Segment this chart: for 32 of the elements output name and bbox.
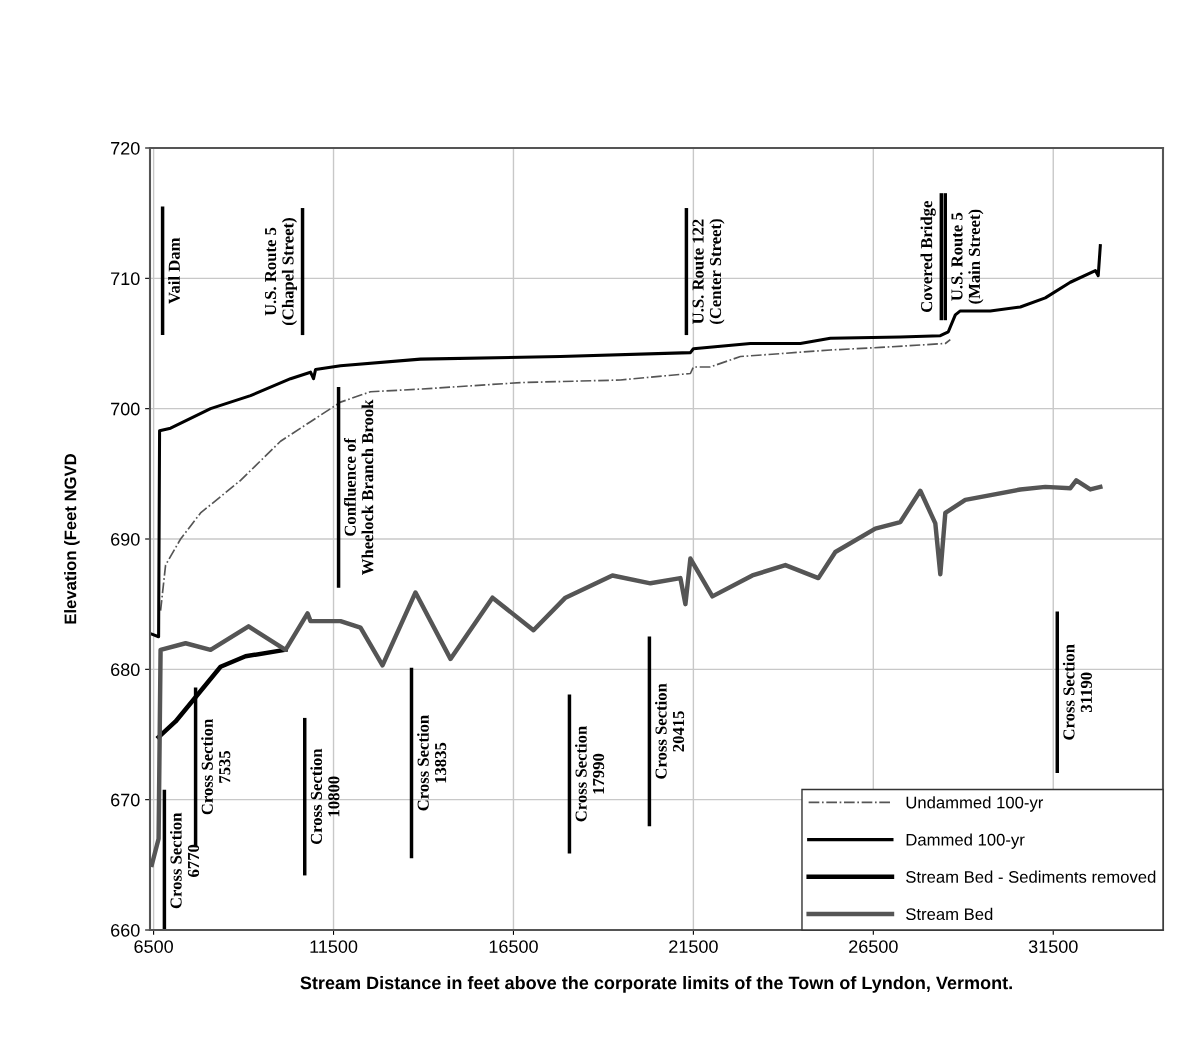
ref-line-label: Confluence of Wheelock Branch Brook bbox=[343, 399, 374, 575]
ref-line-label: Vail Dam bbox=[168, 237, 180, 304]
legend-label: Stream Bed - Sediments removed bbox=[906, 870, 1156, 883]
legend-label: Undammed 100-yr bbox=[906, 796, 1044, 812]
ref-line-label: Cross Section 17990 bbox=[575, 726, 605, 822]
x-tick-label: 6500 bbox=[134, 940, 173, 953]
ref-line-label: Cross Section 20415 bbox=[654, 683, 685, 779]
x-tick-label: 26500 bbox=[849, 940, 898, 953]
legend-label: Stream Bed bbox=[906, 907, 993, 921]
ref-line-label: Cross Section 6770 bbox=[169, 812, 200, 909]
x-tick-label: 31500 bbox=[1028, 940, 1078, 953]
legend-label: Dammed 100-yr bbox=[906, 833, 1025, 849]
ref-line-label: U.S. Route 5 (Main Street) bbox=[951, 209, 984, 304]
x-tick-label: 16500 bbox=[489, 940, 538, 953]
y-tick-label: 670 bbox=[111, 793, 140, 807]
y-axis-title: Elevation (Feet NGVD bbox=[64, 454, 80, 624]
ref-line-label: U.S. Route 5 (Chapel Street) bbox=[264, 218, 297, 326]
y-tick-label: 690 bbox=[111, 532, 140, 546]
ref-line-label: Cross Section 31190 bbox=[1062, 644, 1092, 740]
y-tick-label: 660 bbox=[111, 923, 140, 937]
x-tick-label: 11500 bbox=[310, 940, 358, 953]
x-tick-label: 21500 bbox=[669, 940, 718, 953]
ref-line-label: Cross Section 10800 bbox=[310, 748, 340, 845]
y-tick-label: 700 bbox=[111, 402, 140, 416]
ref-line-label: U.S. Route 122 (Center Street) bbox=[692, 219, 725, 324]
y-tick-label: 720 bbox=[111, 141, 140, 155]
y-tick-label: 680 bbox=[111, 663, 140, 677]
x-axis-title: Stream Distance in feet above the corporate limits of the Town of Lyndon, Vermont. bbox=[300, 976, 1012, 993]
ref-line-label: Cross Section 7535 bbox=[201, 718, 231, 815]
ref-line-label: Covered Bridge bbox=[920, 201, 936, 312]
ref-line-label: Cross Section 13835 bbox=[417, 715, 447, 811]
y-tick-label: 710 bbox=[111, 272, 140, 286]
